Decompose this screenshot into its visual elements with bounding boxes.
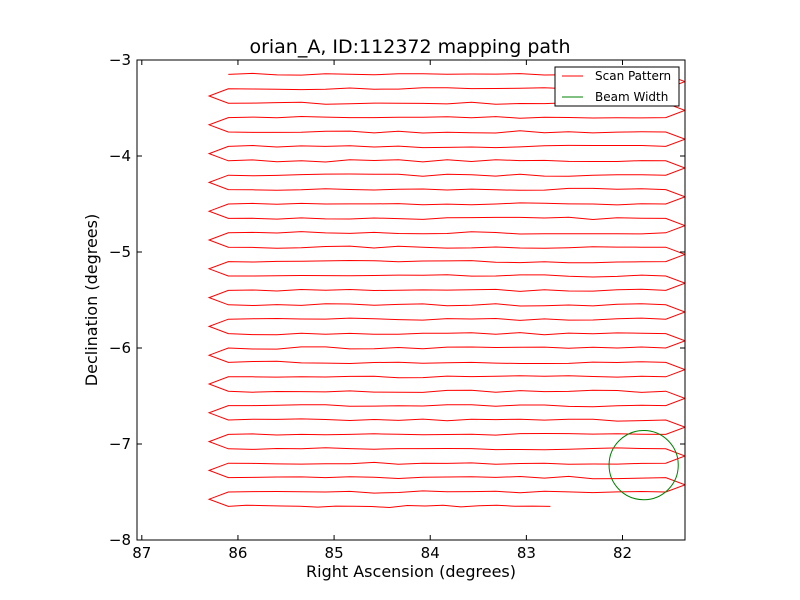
y-tick-label: −6 <box>109 339 131 357</box>
x-axis-label: Right Ascension (degrees) <box>306 562 516 581</box>
x-tick-label: 85 <box>325 544 344 562</box>
legend: Scan Pattern Beam Width <box>554 66 680 107</box>
x-tick-label: 86 <box>228 544 247 562</box>
y-axis-label: Declination (degrees) <box>82 214 101 386</box>
x-axis: 87 86 85 84 83 82 <box>132 60 632 562</box>
legend-beam-label: Beam Width <box>595 90 668 104</box>
chart-title: orian_A, ID:112372 mapping path <box>249 36 570 58</box>
scan-pattern-line <box>207 72 685 509</box>
y-tick-label: −7 <box>109 435 131 453</box>
x-tick-label: 87 <box>132 544 151 562</box>
x-tick-label: 84 <box>421 544 440 562</box>
legend-scan-label: Scan Pattern <box>595 69 671 83</box>
beam-width-circle <box>608 430 679 501</box>
y-tick-label: −3 <box>109 51 131 69</box>
y-tick-label: −8 <box>109 531 131 549</box>
plot-area <box>207 72 685 509</box>
plot-frame <box>136 59 686 541</box>
y-tick-label: −4 <box>109 147 131 165</box>
y-axis: −3 −4 −5 −6 −7 −8 <box>109 51 685 549</box>
x-tick-label: 82 <box>613 544 632 562</box>
legend-box <box>554 66 680 107</box>
y-tick-label: −5 <box>109 243 131 261</box>
x-tick-label: 83 <box>517 544 536 562</box>
